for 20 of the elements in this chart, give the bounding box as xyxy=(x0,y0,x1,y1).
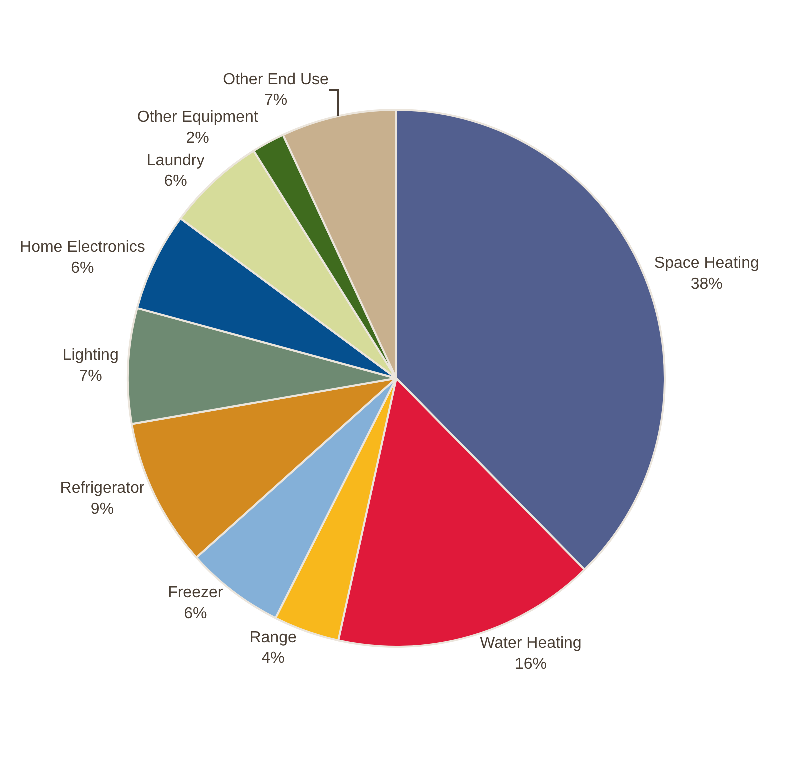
slice-label: Other Equipment xyxy=(137,109,259,126)
data-label: 6% xyxy=(184,606,208,623)
slice-label: Lighting xyxy=(62,347,119,364)
data-label: 6% xyxy=(164,173,188,190)
data-label: 38% xyxy=(690,276,723,293)
slice-label: Freezer xyxy=(168,584,224,602)
data-label: 7% xyxy=(79,368,102,385)
slice-label: Other End Use xyxy=(223,71,330,88)
slice-label: Refrigerator xyxy=(60,480,146,498)
slice-label: Water Heating xyxy=(480,635,582,652)
data-label: 9% xyxy=(90,501,114,518)
slice-label: Home Electronics xyxy=(20,238,146,256)
data-label: 6% xyxy=(71,260,94,277)
data-label: 7% xyxy=(264,92,288,110)
slice-label: Space Heating xyxy=(654,255,760,272)
slice-label: Range xyxy=(250,629,297,646)
data-label: 2% xyxy=(186,130,210,147)
slice-label: Laundry xyxy=(146,152,205,170)
data-label: 16% xyxy=(514,656,547,673)
data-label: 4% xyxy=(262,650,285,668)
